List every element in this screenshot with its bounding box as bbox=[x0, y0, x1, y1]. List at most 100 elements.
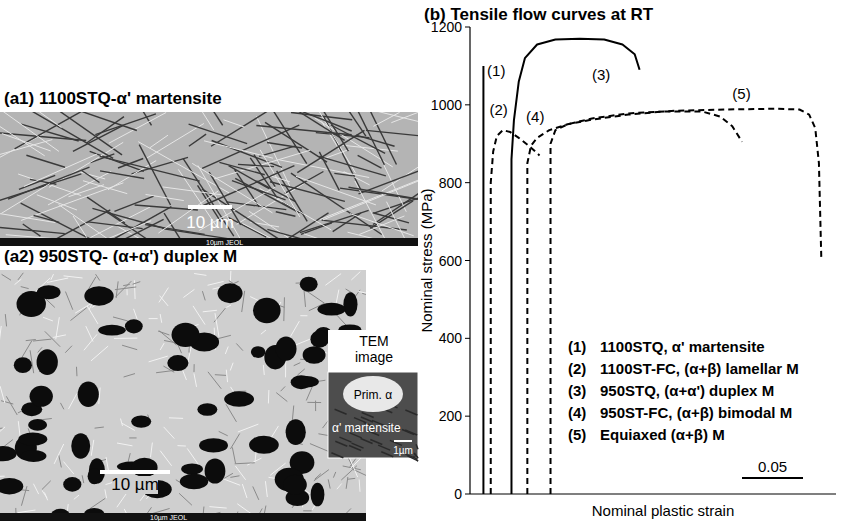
texture-line bbox=[59, 455, 62, 467]
texture-line bbox=[405, 410, 417, 415]
texture-line bbox=[381, 452, 393, 457]
texture-line bbox=[349, 455, 358, 477]
alpha-grain bbox=[253, 298, 281, 324]
texture-line bbox=[2, 274, 11, 280]
curves bbox=[483, 39, 821, 494]
texture-line bbox=[263, 365, 265, 375]
scale-label: 1µm bbox=[393, 445, 413, 456]
texture-line bbox=[225, 346, 228, 353]
alpha-grain bbox=[78, 382, 99, 408]
panel-title: (a1) 1100STQ-α' martensite bbox=[4, 89, 222, 108]
texture-line bbox=[391, 112, 418, 123]
texture-line bbox=[282, 112, 345, 140]
texture-line bbox=[0, 112, 59, 151]
texture-line bbox=[15, 279, 22, 285]
texture-line bbox=[347, 478, 355, 480]
texture-line bbox=[300, 315, 307, 316]
texture-line bbox=[298, 369, 305, 375]
texture-line bbox=[63, 462, 73, 474]
texture-line bbox=[0, 112, 45, 156]
texture-line bbox=[140, 494, 145, 501]
alpha-grain bbox=[181, 463, 203, 474]
texture-line bbox=[124, 374, 135, 377]
texture-line bbox=[43, 317, 53, 321]
texture-line bbox=[362, 413, 374, 418]
texture-line bbox=[303, 510, 311, 511]
texture-line bbox=[150, 443, 152, 458]
texture-line bbox=[160, 296, 169, 306]
texture-line bbox=[194, 373, 197, 387]
texture-line bbox=[69, 394, 77, 409]
texture-line bbox=[304, 289, 306, 307]
texture-line bbox=[215, 313, 219, 337]
texture-line bbox=[211, 112, 223, 125]
texture-line bbox=[115, 287, 136, 290]
primary-alpha bbox=[343, 376, 403, 412]
flow-curve bbox=[527, 111, 742, 494]
alpha-grain bbox=[171, 323, 199, 347]
texture-line bbox=[99, 388, 100, 404]
x-axis-title: Nominal plastic strain bbox=[592, 502, 735, 519]
texture-line bbox=[358, 291, 366, 295]
texture-line bbox=[194, 274, 206, 276]
texture-line bbox=[319, 152, 339, 190]
texture-line bbox=[146, 194, 184, 200]
figure: (a1) 1100STQ-α' martensite10µm JEOL10 µm… bbox=[0, 0, 863, 523]
texture-line bbox=[204, 141, 273, 158]
texture-line bbox=[160, 451, 171, 466]
texture-line bbox=[232, 447, 235, 463]
texture-line bbox=[334, 173, 355, 176]
texture-line bbox=[37, 195, 77, 210]
texture-line bbox=[8, 167, 89, 199]
texture-line bbox=[226, 404, 236, 422]
y-tick bbox=[465, 27, 470, 28]
texture-line bbox=[294, 363, 301, 366]
inset-title: TEMimage bbox=[355, 333, 393, 365]
texture-line bbox=[149, 318, 158, 319]
alpha-grain bbox=[21, 450, 47, 462]
texture-line bbox=[223, 120, 244, 127]
y-tick bbox=[465, 104, 470, 105]
texture-line bbox=[84, 334, 97, 350]
texture-line bbox=[215, 374, 226, 376]
texture-line bbox=[359, 479, 361, 491]
texture-line bbox=[265, 481, 267, 497]
y-tick-label: 600 bbox=[439, 253, 463, 269]
alpha-grain bbox=[276, 337, 297, 361]
info-band bbox=[0, 238, 418, 246]
texture-line bbox=[225, 305, 231, 308]
y-tick-label: 400 bbox=[439, 330, 463, 346]
texture-line bbox=[86, 326, 93, 341]
texture-line bbox=[0, 476, 5, 477]
alpha-grain bbox=[84, 286, 113, 305]
alpha-grain bbox=[37, 349, 58, 375]
texture-line bbox=[337, 483, 342, 489]
texture-line bbox=[51, 274, 54, 280]
texture-line bbox=[242, 484, 247, 498]
texture-line bbox=[253, 486, 259, 499]
texture-line bbox=[122, 345, 137, 349]
texture-line bbox=[361, 438, 373, 443]
curve-label: (1) bbox=[487, 62, 505, 79]
texture-line bbox=[87, 117, 124, 143]
texture-line bbox=[92, 208, 163, 228]
texture-line bbox=[208, 372, 221, 389]
texture-line bbox=[114, 196, 153, 211]
texture-line bbox=[414, 453, 418, 458]
texture-line bbox=[325, 274, 341, 286]
texture-line bbox=[113, 317, 128, 321]
texture-line bbox=[149, 356, 168, 362]
flow-curve bbox=[482, 66, 484, 494]
texture-line bbox=[47, 112, 122, 155]
texture-line bbox=[208, 281, 224, 285]
texture-line bbox=[138, 142, 229, 193]
texture-line bbox=[45, 331, 60, 346]
texture-line bbox=[0, 326, 1, 341]
texture-line bbox=[53, 335, 66, 338]
legend-entry: 950ST-FC, (α+β) bimodal M bbox=[600, 404, 792, 421]
texture-line bbox=[0, 427, 5, 436]
alpha-grain bbox=[295, 376, 319, 387]
texture-line bbox=[41, 489, 47, 498]
texture-line bbox=[232, 181, 286, 200]
texture-line bbox=[351, 272, 360, 280]
